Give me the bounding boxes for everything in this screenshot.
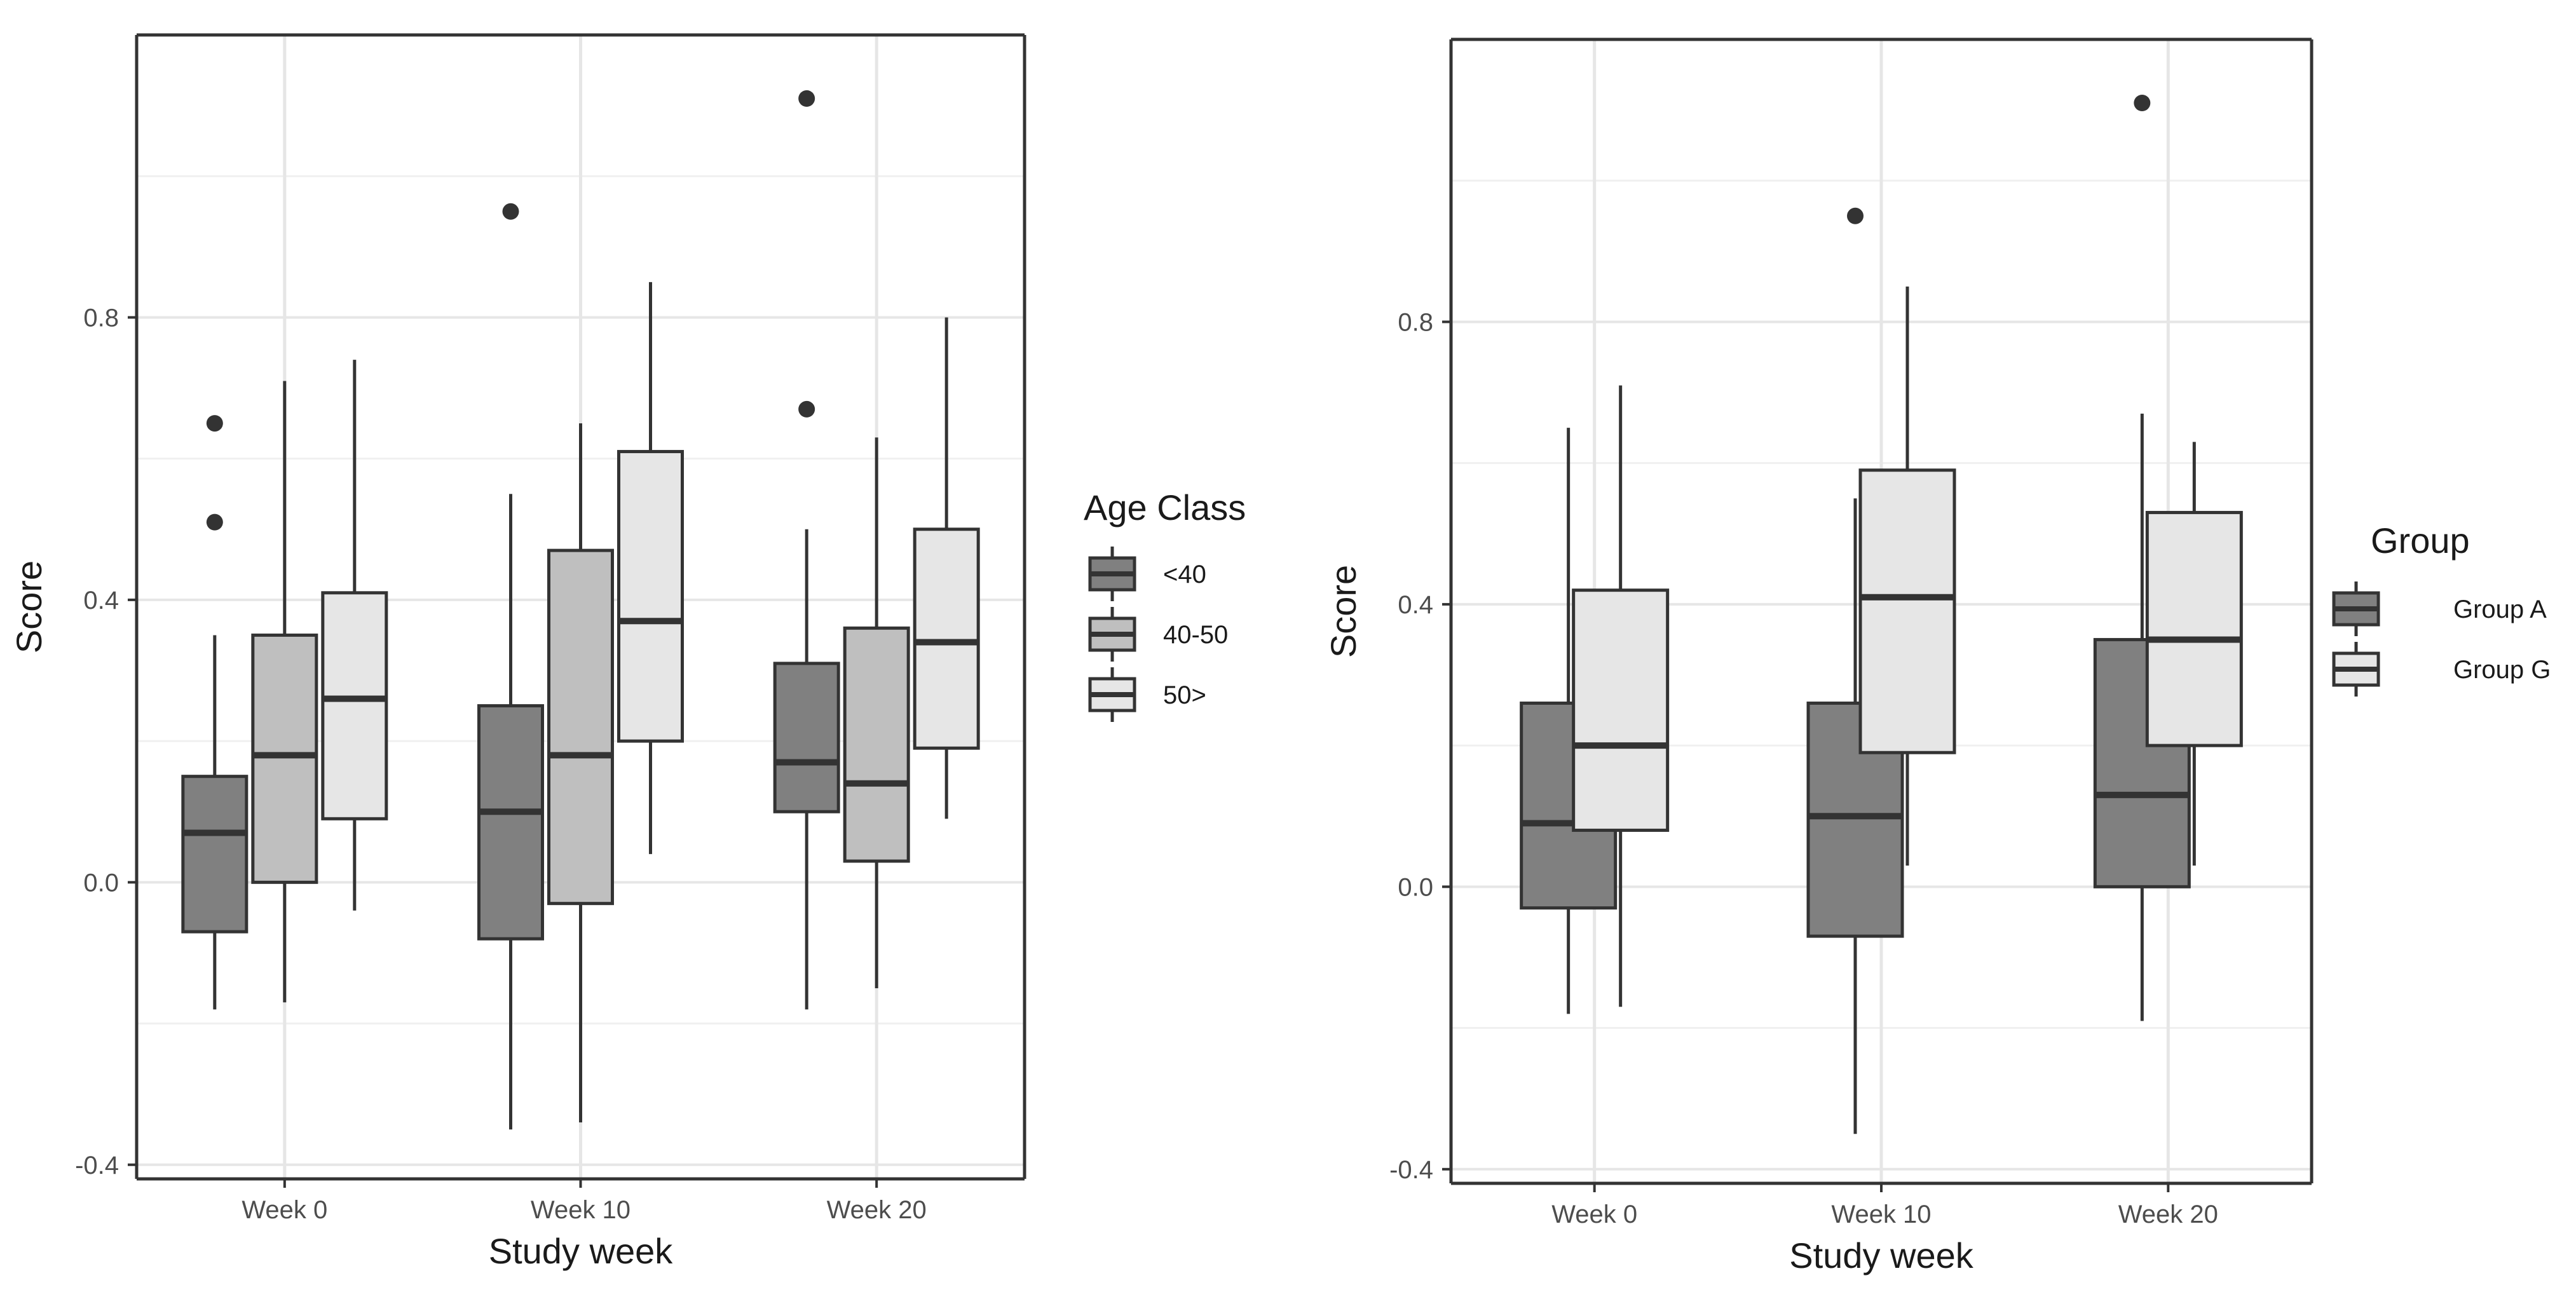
y-tick-label: 0.0	[1398, 873, 1433, 901]
box-iqr	[2145, 510, 2243, 747]
box-50-week-10	[617, 282, 684, 854]
outlier-point	[2134, 95, 2151, 111]
box-iqr	[617, 450, 684, 743]
legend-label-40: <40	[1163, 561, 1206, 588]
legend-label-50: 50>	[1163, 681, 1206, 709]
box-50-week-20	[913, 317, 980, 819]
y-tick-label: 0.8	[83, 304, 119, 332]
box-iqr	[913, 527, 980, 750]
box-group-g-week-20	[2145, 442, 2243, 866]
legend-title: Group	[2371, 520, 2470, 561]
box-iqr	[1858, 468, 1956, 754]
box-40-week-20	[773, 90, 840, 1010]
box-iqr	[251, 633, 318, 884]
x-tick-label-week-20: Week 20	[2118, 1200, 2218, 1228]
x-tick-label-week-0: Week 0	[242, 1196, 327, 1224]
x-tick-label-week-10: Week 10	[1831, 1200, 1931, 1228]
age-class-boxplot-panel: -0.4 0.0 0.4 0.8 Week 0 Week 10 Week 20 Study w…	[9, 33, 1246, 1271]
y-tick-label: 0.4	[1398, 591, 1433, 619]
y-tick-label: 0.8	[1398, 308, 1433, 336]
box-iqr	[843, 626, 910, 863]
y-tick-label: -0.4	[1389, 1156, 1433, 1184]
legend-title: Age Class	[1084, 487, 1246, 527]
box-40-week-10	[477, 203, 544, 1130]
y-axis-title: Score	[1323, 565, 1363, 658]
y-tick-label: 0.0	[83, 869, 119, 897]
box-iqr	[547, 548, 614, 906]
box-iqr	[1572, 588, 1670, 832]
legend-label-group-g: Group G	[2453, 656, 2551, 684]
box-40-week-0	[181, 415, 249, 1010]
outlier-point	[206, 513, 223, 531]
group-boxplot-panel: -0.4 0.0 0.4 0.8 Week 0 Week 10 Week 20 Study w…	[1323, 37, 2551, 1275]
box-group-g-week-10	[1858, 286, 1956, 866]
box-iqr	[773, 662, 840, 813]
outlier-point	[798, 400, 815, 418]
x-axis-title: Study week	[1789, 1235, 1973, 1275]
legend-label-40-50: 40-50	[1163, 621, 1228, 649]
y-axis-title: Score	[9, 561, 49, 653]
outlier-point	[798, 90, 815, 107]
box-iqr	[181, 775, 249, 934]
y-tick-label: -0.4	[75, 1152, 119, 1180]
box-iqr	[477, 704, 544, 941]
box-iqr	[321, 591, 388, 820]
legend-key-40	[1088, 547, 1136, 601]
x-tick-label-week-10: Week 10	[531, 1196, 630, 1224]
legend-label-group-a: Group A	[2453, 595, 2547, 623]
box-50-week-0	[321, 360, 388, 911]
legend-key-50	[1088, 667, 1136, 722]
box-40-50-week-10	[547, 423, 614, 1123]
box-group-g-week-0	[1572, 385, 1670, 1007]
legend-key-group-g	[2332, 642, 2380, 697]
box-40-50-week-0	[251, 381, 318, 1003]
x-tick-label-week-0: Week 0	[1551, 1200, 1637, 1228]
x-axis-title: Study week	[489, 1231, 673, 1271]
y-tick-label: 0.4	[83, 587, 119, 615]
legend-key-group-a	[2332, 581, 2380, 636]
outlier-point	[1847, 207, 1864, 224]
x-tick-label-week-20: Week 20	[827, 1196, 927, 1224]
box-40-50-week-20	[843, 437, 910, 988]
outlier-point	[502, 203, 519, 220]
outlier-point	[206, 415, 223, 432]
legend-key-40-50	[1088, 607, 1136, 662]
